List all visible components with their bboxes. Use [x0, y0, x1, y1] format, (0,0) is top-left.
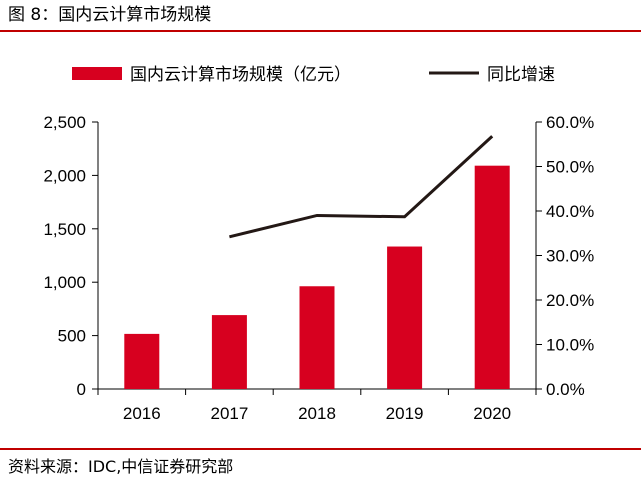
y-tick-label-left: 2,500: [43, 113, 86, 132]
x-tick-label: 2020: [473, 404, 511, 423]
y-tick-label-right: 30.0%: [546, 247, 594, 266]
bar: [387, 246, 423, 389]
y-tick-label-right: 60.0%: [546, 113, 594, 132]
legend-line-label: 同比增速: [487, 65, 555, 85]
x-tick-label: 2016: [123, 404, 161, 423]
legend-bar-label: 国内云计算市场规模（亿元）: [130, 65, 351, 85]
y-tick-label-left: 0: [77, 380, 86, 399]
x-tick-label: 2019: [386, 404, 424, 423]
y-tick-label-left: 500: [58, 327, 86, 346]
x-tick-label: 2018: [298, 404, 336, 423]
legend-bar-swatch: [72, 67, 122, 80]
legend: 国内云计算市场规模（亿元） 同比增速: [72, 65, 555, 85]
y-tick-label-left: 1,000: [43, 273, 86, 292]
source-rule: [0, 448, 641, 450]
bar: [124, 333, 160, 389]
y-tick-label-right: 40.0%: [546, 202, 594, 221]
y-tick-label-right: 20.0%: [546, 291, 594, 310]
bar: [299, 286, 335, 389]
bar: [211, 315, 247, 389]
x-tick-label: 2017: [210, 404, 248, 423]
growth-line: [229, 135, 494, 239]
plot-area: 0 500 1,000 1,500 2,000 2,500 0.0% 10.0% 20.0% 30…: [43, 113, 594, 423]
y-tick-label-left: 1,500: [43, 220, 86, 239]
bar: [474, 165, 510, 389]
y-tick-label-left: 2,000: [43, 166, 86, 185]
y-tick-label-right: 10.0%: [546, 336, 594, 355]
source-note: 资料来源：IDC,中信证券研究部: [8, 457, 234, 476]
y-tick-label-right: 0.0%: [546, 380, 585, 399]
y-tick-label-right: 50.0%: [546, 158, 594, 177]
figure-title: 图 8：国内云计算市场规模: [8, 5, 212, 25]
title-rule: [0, 30, 641, 32]
